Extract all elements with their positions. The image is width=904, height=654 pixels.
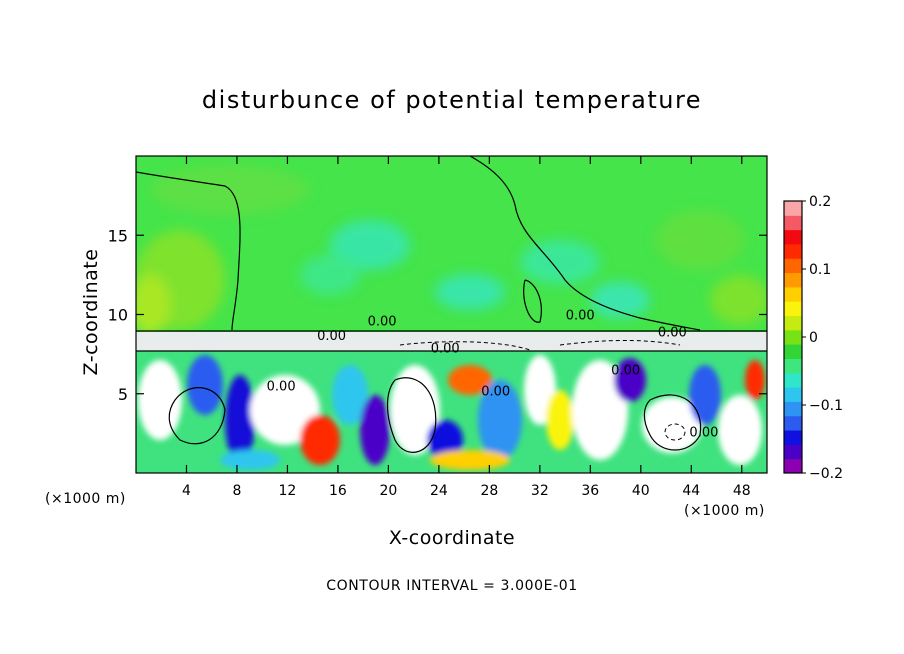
x-tick-label: 40 xyxy=(632,483,650,499)
x-tick-label: 48 xyxy=(733,483,751,499)
colorbar-swatch xyxy=(784,444,802,460)
contour-label: 0.00 xyxy=(431,342,460,357)
x-tick-label: 32 xyxy=(531,483,549,499)
contour-label: 0.00 xyxy=(611,364,640,379)
x-tick-label: 16 xyxy=(329,483,347,499)
colorbar-swatch xyxy=(784,430,802,445)
colorbar-swatch xyxy=(784,201,802,216)
colorbar-swatch xyxy=(784,344,802,359)
y-axis-label: Z-coordinate xyxy=(80,248,102,376)
colorbar-swatch xyxy=(784,215,802,231)
y-tick-label: 5 xyxy=(118,385,128,404)
x-tick-label: 36 xyxy=(581,483,599,499)
x-tick-label: 4 xyxy=(182,483,191,499)
x-tick-label: 12 xyxy=(279,483,297,499)
z-unit-label: (×1000 m) xyxy=(45,491,126,507)
contour-label: 0.00 xyxy=(566,308,595,323)
contour-label: 0.00 xyxy=(317,329,346,344)
colorbar-swatch xyxy=(784,315,802,331)
colorbar-swatch xyxy=(784,415,802,431)
x-tick-label: 28 xyxy=(480,483,498,499)
x-axis-label: X-coordinate xyxy=(388,527,516,549)
contour-lines xyxy=(136,156,767,453)
x-tick-label: 8 xyxy=(232,483,241,499)
contour-labels: 0.00 0.00 0.00 0.00 0.00 0.00 0.00 0.00 0.00 xyxy=(267,308,719,440)
dashed-contours xyxy=(399,339,686,441)
colorbar-swatch xyxy=(784,286,802,302)
colorbar-tick-label: 0.1 xyxy=(809,262,831,278)
colorbar-swatch xyxy=(784,243,802,259)
x-axis: 4 8 12 16 20 24 28 32 36 40 44 48 xyxy=(182,156,751,499)
colorbar-tick-label: 0 xyxy=(809,330,818,346)
colorbar-swatch xyxy=(784,329,802,345)
colorbar-tick-label: 0.2 xyxy=(809,194,831,210)
contour-label: 0.00 xyxy=(689,426,718,441)
contour-label: 0.00 xyxy=(267,380,296,395)
x-unit-label: (×1000 m) xyxy=(684,503,765,519)
colorbar-tick-label: −0.1 xyxy=(809,398,843,414)
plot-panel xyxy=(136,156,767,473)
colorbar-swatch xyxy=(784,372,802,388)
colorbar-swatch xyxy=(784,301,802,317)
contour-label: 0.00 xyxy=(658,326,687,341)
y-tick-label: 10 xyxy=(108,306,128,325)
chart-title: disturbunce of potential temperature xyxy=(201,86,703,114)
x-tick-label: 20 xyxy=(379,483,397,499)
colorbar: 0.2 0.1 0 −0.1 −0.2 xyxy=(783,194,843,482)
contour-interval-note: CONTOUR INTERVAL = 3.000E-01 xyxy=(326,578,578,594)
colorbar-swatch xyxy=(784,258,802,274)
y-axis: 5 10 15 xyxy=(108,226,767,404)
colorbar-swatch xyxy=(784,358,802,374)
colorbar-swatch xyxy=(784,387,802,402)
x-tick-label: 44 xyxy=(682,483,700,499)
colorbar-swatch xyxy=(784,401,802,417)
contour-label: 0.00 xyxy=(368,315,397,330)
y-tick-label: 15 xyxy=(108,226,128,245)
colorbar-swatch xyxy=(784,458,802,474)
colorbar-swatch xyxy=(784,272,802,288)
colorbar-tick-label: −0.2 xyxy=(809,466,843,482)
x-tick-label: 24 xyxy=(430,483,448,499)
colorbar-swatch xyxy=(784,229,802,245)
contour-label: 0.00 xyxy=(481,384,510,399)
